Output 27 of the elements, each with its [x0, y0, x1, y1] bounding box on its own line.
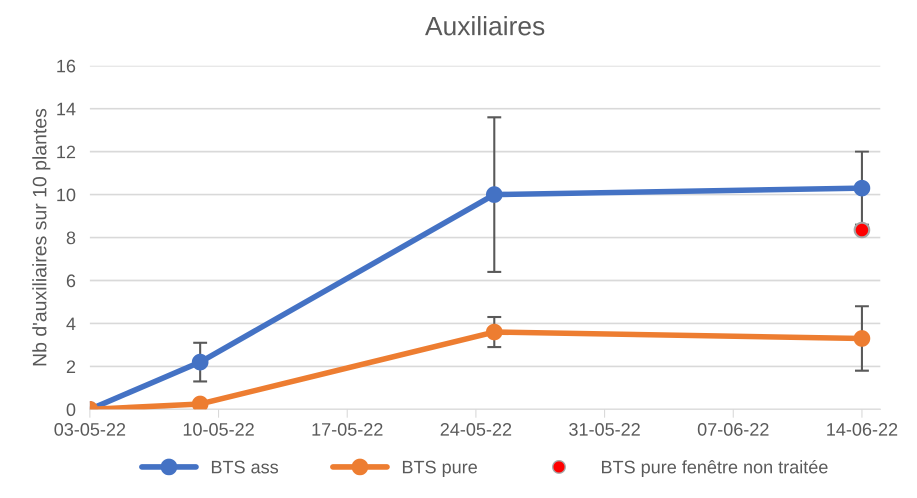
y-tick-label: 8 — [66, 231, 76, 244]
x-tick-label: 03-05-22 — [54, 423, 126, 436]
y-tick-label: 10 — [57, 188, 76, 202]
point — [486, 186, 503, 203]
y-tick-label: 2 — [66, 360, 76, 373]
x-tick-label: 17-05-22 — [312, 423, 382, 436]
y-tick-label: 0 — [66, 403, 76, 416]
chart-title: Auxiliaires — [425, 16, 544, 36]
y-tick-label: 6 — [66, 274, 76, 288]
x-tick-label: 10-05-22 — [184, 423, 254, 436]
point — [854, 222, 870, 238]
y-tick-label: 16 — [57, 60, 76, 72]
x-tick-label: 31-05-22 — [569, 423, 640, 436]
x-tick-label: 24-05-22 — [440, 423, 512, 436]
legend-label: BTS ass — [212, 460, 278, 474]
y-tick-label: 4 — [66, 318, 76, 330]
y-tick-label: 12 — [57, 146, 76, 158]
y-axis-title: Nb d'auxiliaires sur 10 plantes — [32, 108, 50, 366]
point — [854, 330, 870, 347]
point — [192, 354, 208, 370]
x-tick-label: 07-06-22 — [698, 423, 768, 436]
legend-label: BTS pure fenêtre non traitée — [602, 460, 828, 478]
point — [486, 324, 503, 340]
legend-label: BTS pure — [402, 460, 477, 478]
point — [854, 180, 870, 196]
y-tick-label: 14 — [57, 102, 76, 116]
x-tick-label: 14-06-22 — [827, 423, 898, 436]
